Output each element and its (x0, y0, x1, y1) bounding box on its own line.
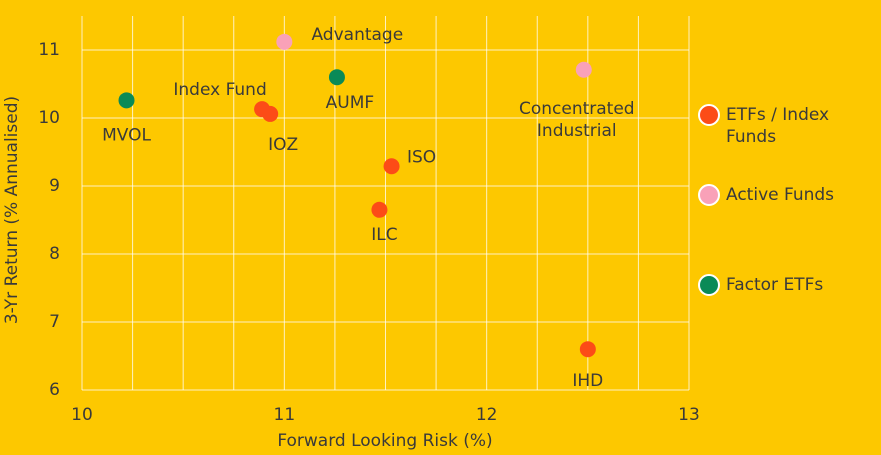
point (575, 61, 592, 78)
point (276, 33, 293, 50)
point-label: Advantage (311, 25, 403, 45)
point-label: ILC (371, 225, 397, 245)
legend-item: ETFs / Index Funds (698, 104, 881, 148)
y-tick-label: 6 (49, 380, 60, 400)
point-label: IHD (572, 371, 603, 391)
y-tick-label: 9 (49, 176, 60, 196)
y-axis-label: 3-Yr Return (% Annualised) (2, 96, 22, 324)
y-tick-label: 7 (49, 312, 60, 332)
point (383, 158, 400, 175)
point (579, 341, 596, 358)
x-tick-label: 12 (476, 405, 498, 425)
point-label: Concentrated Industrial (518, 98, 635, 141)
point-label-box: Concentrated Industrial (518, 98, 635, 141)
x-axis-label: Forward Looking Risk (%) (277, 431, 492, 451)
legend-item: Factor ETFs (698, 274, 881, 296)
y-tick-label: 11 (38, 40, 60, 60)
x-tick-label: 11 (274, 405, 296, 425)
legend-item: Active Funds (698, 184, 881, 206)
point (118, 92, 135, 109)
x-tick-label: 13 (678, 405, 700, 425)
point (371, 201, 388, 218)
legend-swatch (698, 184, 720, 206)
y-tick-label: 8 (49, 244, 60, 264)
legend-swatch (698, 274, 720, 296)
point-label: IOZ (268, 135, 298, 155)
legend-label: Active Funds (726, 185, 835, 205)
legend-label: Factor ETFs (726, 275, 824, 295)
point-label: MVOL (102, 125, 151, 145)
point-label: ISO (407, 147, 436, 167)
legend-swatch (698, 104, 720, 126)
y-tick-label: 10 (38, 108, 60, 128)
point-label: Index Fund (173, 80, 266, 100)
legend-label: ETFs / Index Funds (726, 105, 830, 147)
point (262, 105, 279, 122)
x-tick-label: 10 (71, 405, 93, 425)
point-label: AUMF (326, 93, 375, 113)
point (328, 69, 345, 86)
